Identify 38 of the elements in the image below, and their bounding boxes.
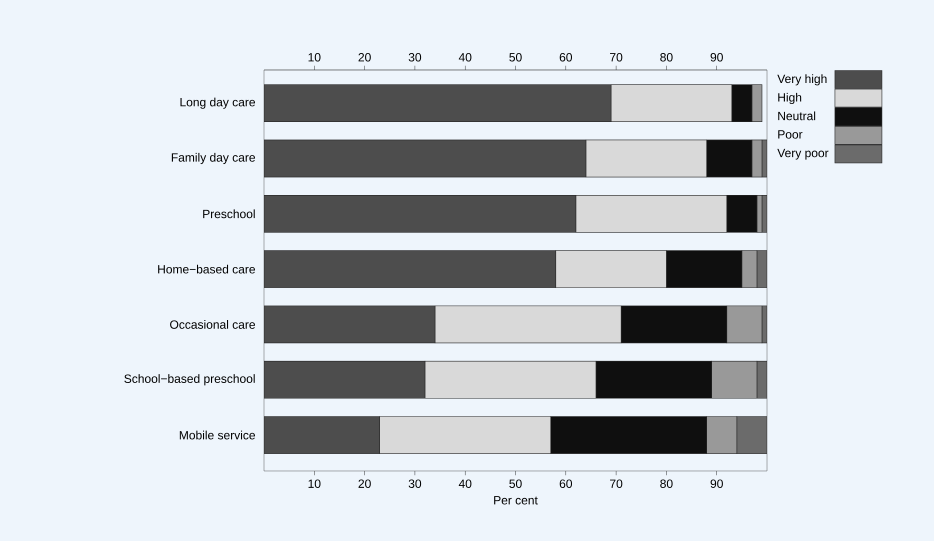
x-tick-label: 20	[358, 479, 371, 488]
x2-tick-label: 40	[458, 53, 472, 62]
y-tick-label: School−based preschool	[124, 374, 255, 386]
x2-tick-label: 80	[660, 53, 673, 62]
x2-tick-label: 10	[308, 53, 321, 62]
y-tick-label: Occasional care	[170, 320, 256, 329]
bar	[264, 416, 380, 454]
x-tick-label: 50	[509, 479, 522, 488]
x2-tick-label: 20	[358, 53, 371, 62]
bar	[264, 194, 576, 233]
x2-tick-label: 60	[560, 53, 572, 62]
legend-label: Very high	[777, 74, 827, 86]
y-tick-label: Long day care	[180, 98, 256, 109]
text: High	[778, 92, 802, 104]
x-tick-label: 70	[610, 479, 622, 488]
bar	[264, 360, 426, 399]
y-tick-label: Family day care	[172, 152, 256, 164]
x2-tick-label: 50	[509, 53, 522, 62]
bar	[264, 250, 556, 288]
legend-label: Very poor	[777, 148, 828, 160]
bar	[264, 84, 612, 122]
x-tick-label: 60	[560, 479, 572, 488]
x-tick-label: 90	[710, 479, 723, 488]
x2-tick-label: 90	[710, 53, 723, 62]
x-tick-label: 80	[660, 479, 673, 488]
x2-tick-label: 70	[610, 53, 622, 62]
y-tick-label: Home−based care	[158, 264, 255, 274]
x-axis-title: Per cent	[494, 496, 538, 505]
x-tick-label: 40	[458, 479, 472, 488]
bar	[264, 306, 436, 344]
series-label: Poor	[778, 130, 802, 139]
y-tick-label: Preschool	[203, 209, 255, 218]
x-tick-label: 30	[408, 479, 422, 488]
x2-tick-label: 30	[408, 53, 422, 62]
legend-label: Neutral	[778, 111, 816, 120]
bar	[264, 140, 586, 178]
y-tick-label: Mobile service	[180, 430, 255, 440]
x-tick-label: 10	[308, 479, 321, 488]
